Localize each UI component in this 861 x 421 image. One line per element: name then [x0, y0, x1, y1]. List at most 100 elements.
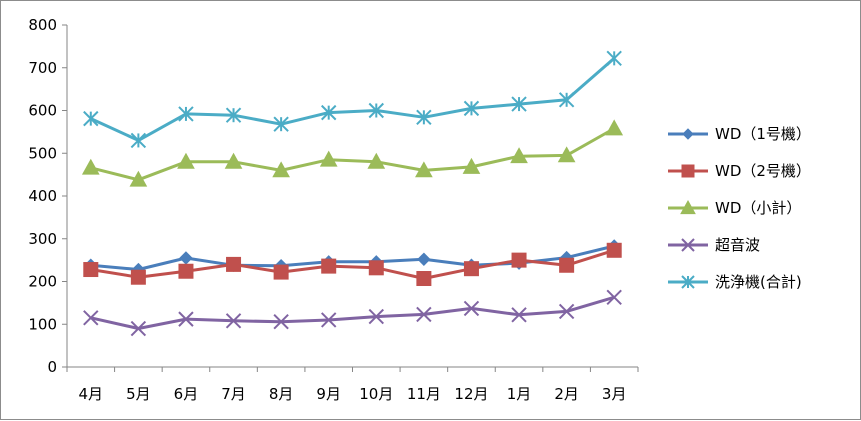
legend-label: WD（小計） [715, 199, 801, 217]
legend-item: 超音波 [668, 236, 760, 254]
data-point [272, 161, 290, 178]
data-point [178, 106, 194, 122]
data-point [83, 310, 99, 326]
data-point [511, 307, 527, 323]
data-point [511, 96, 527, 112]
data-point [416, 271, 432, 287]
data-point [606, 50, 622, 67]
data-point [224, 152, 243, 169]
data-point [178, 263, 194, 279]
data-point [557, 146, 576, 163]
data-point [605, 119, 624, 136]
data-point [681, 238, 695, 252]
y-tick-label: 200 [28, 273, 57, 291]
data-point [681, 275, 695, 289]
data-point [606, 289, 622, 306]
data-point [321, 104, 337, 121]
data-point [558, 303, 575, 320]
series-line [90, 127, 615, 182]
x-tick-label: 10月 [359, 385, 393, 403]
data-point [321, 258, 337, 274]
data-point [130, 132, 147, 149]
legend-label: WD（2号機） [715, 162, 811, 180]
data-point [510, 147, 528, 164]
y-tick-label: 800 [28, 16, 57, 34]
data-point [83, 110, 99, 127]
data-point [416, 109, 432, 126]
data-point [559, 257, 575, 273]
data-point [681, 164, 695, 178]
legend-item: WD（2号機） [668, 162, 811, 180]
series-line [90, 248, 615, 280]
data-point [680, 199, 696, 215]
x-tick-label: 2月 [554, 385, 579, 403]
legend-item: WD（1号機） [668, 125, 811, 143]
y-tick-label: 700 [28, 59, 57, 77]
data-point [463, 300, 480, 317]
data-point [368, 308, 384, 325]
x-tick-label: 5月 [126, 385, 151, 403]
x-tick-label: 1月 [507, 385, 532, 403]
data-point [129, 170, 148, 187]
y-tick-labels: 0 100 200 300 400 500 600 700 800 [28, 16, 57, 376]
y-tick-label: 500 [28, 144, 57, 162]
data-point [177, 152, 195, 169]
legend-label: WD（1号機） [715, 125, 811, 143]
x-tick-label: 4月 [79, 385, 104, 403]
data-point [81, 158, 100, 175]
data-point [83, 262, 99, 278]
data-point [416, 306, 432, 323]
data-point [273, 116, 289, 132]
data-point [368, 102, 384, 119]
data-point [225, 313, 242, 329]
data-point [558, 92, 575, 108]
data-point [606, 242, 622, 258]
series-5 [83, 50, 622, 149]
data-point [130, 269, 146, 285]
y-tick-label: 300 [28, 230, 57, 248]
data-point [178, 311, 194, 327]
x-tick-label: 12月 [454, 385, 488, 403]
data-point [179, 251, 193, 265]
data-point [130, 320, 147, 337]
legend-label: 洗浄機(合計) [715, 273, 802, 291]
data-point [319, 150, 338, 167]
y-tick-label: 600 [28, 102, 57, 120]
series-4 [83, 289, 622, 337]
y-tick-label: 400 [28, 187, 57, 205]
data-point [415, 161, 433, 178]
x-tick-label: 8月 [269, 385, 294, 403]
x-tick-label: 9月 [316, 385, 341, 403]
data-point [226, 256, 242, 272]
x-tick-label: 7月 [221, 385, 246, 403]
series-3 [81, 119, 624, 187]
data-point [273, 313, 289, 330]
data-point [367, 152, 386, 169]
series-line [90, 295, 615, 330]
data-point [511, 252, 527, 268]
legend-item: 洗浄機(合計) [668, 273, 802, 291]
data-point [321, 312, 337, 328]
series-group [81, 50, 624, 337]
x-tick-label: 6月 [174, 385, 199, 403]
data-point [463, 261, 479, 277]
data-point [462, 157, 481, 174]
series-2 [83, 242, 622, 287]
x-tick-label: 3月 [602, 385, 627, 403]
data-point [463, 100, 480, 117]
axes [62, 24, 639, 372]
y-tick-label: 100 [28, 315, 57, 333]
legend-label: 超音波 [715, 236, 760, 254]
series-1 [84, 239, 621, 277]
data-point [225, 107, 242, 123]
x-tick-label: 11月 [407, 385, 441, 403]
data-point [682, 128, 694, 140]
y-tick-label: 0 [47, 358, 57, 376]
series-line [90, 57, 616, 142]
data-point [368, 260, 384, 276]
data-point [273, 264, 289, 280]
x-tick-labels: 4月 5月 6月 7月 8月 9月 10月 11月 12月 1月 2月 3月 [79, 385, 627, 403]
